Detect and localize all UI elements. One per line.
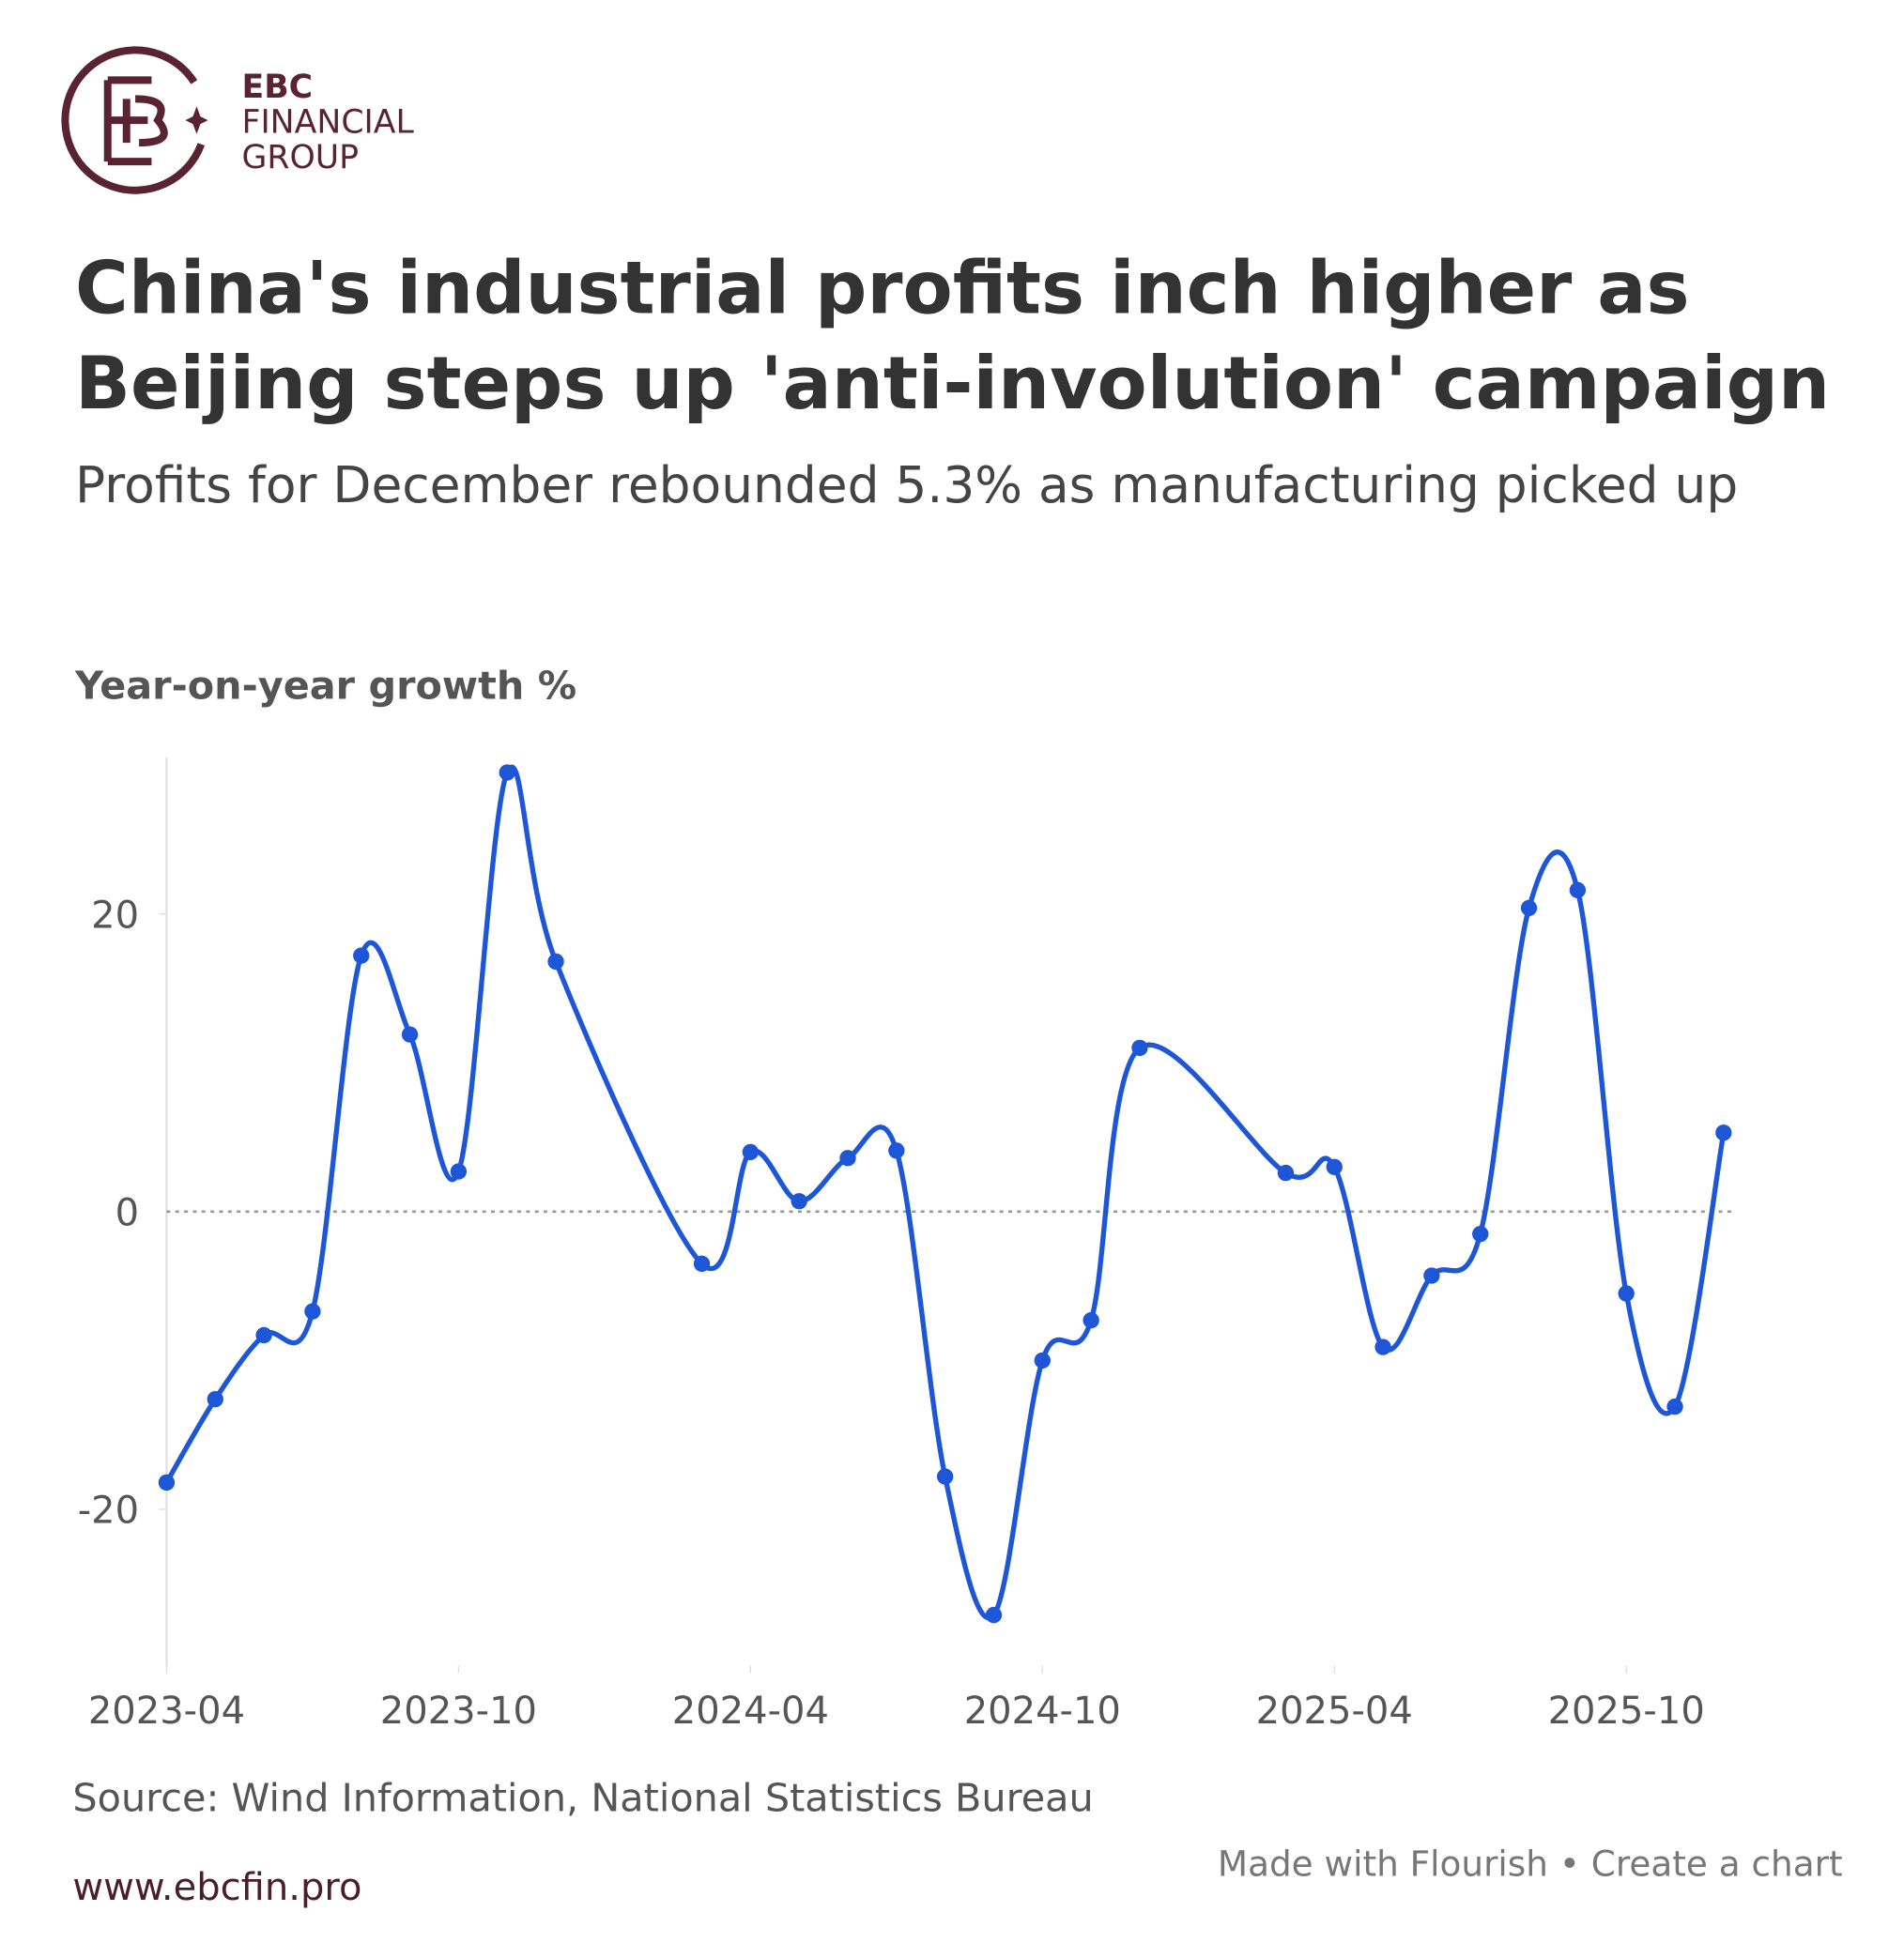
logo-mark bbox=[61, 46, 209, 194]
chart-title: China's industrial profits inch higher a… bbox=[75, 245, 1831, 426]
data-point bbox=[304, 1303, 321, 1320]
data-point bbox=[839, 1150, 856, 1167]
data-point bbox=[936, 1468, 954, 1485]
credit: Made with Flourish • Create a chart bbox=[1217, 1843, 1843, 1885]
data-point bbox=[1520, 899, 1538, 917]
series-line bbox=[164, 764, 1727, 1621]
y-tick-label: -20 bbox=[78, 1490, 139, 1533]
x-tick-label: 2023-04 bbox=[88, 1690, 245, 1733]
data-point bbox=[742, 1143, 760, 1161]
data-point bbox=[791, 1193, 807, 1210]
logo-text: GROUP bbox=[241, 139, 360, 177]
source: Source: Wind Information, National Stati… bbox=[72, 1775, 1094, 1821]
chart-subtitle: Profits for December rebounded 5.3% as m… bbox=[75, 456, 1739, 515]
website: www.ebcfin.pro bbox=[72, 1865, 362, 1910]
data-point bbox=[450, 1163, 468, 1180]
data-point bbox=[1277, 1164, 1295, 1182]
data-point bbox=[1326, 1158, 1343, 1175]
data-point bbox=[1472, 1225, 1489, 1243]
y-tick-label: 0 bbox=[115, 1192, 139, 1235]
data-point bbox=[1034, 1352, 1051, 1369]
data-point bbox=[1569, 881, 1587, 898]
data-point bbox=[693, 1255, 711, 1273]
logo-text: FINANCIAL bbox=[241, 103, 414, 142]
data-point bbox=[255, 1326, 272, 1344]
data-point bbox=[547, 953, 564, 971]
data-point bbox=[985, 1606, 1003, 1624]
plot: -20 0 20 2023-04 2023-10 2024-04 2024-10 2025-0… bbox=[78, 757, 1737, 1733]
x-tick-label: 2025-10 bbox=[1548, 1690, 1705, 1733]
data-point bbox=[888, 1142, 905, 1159]
data-point bbox=[1618, 1285, 1635, 1302]
data-point bbox=[158, 1474, 176, 1491]
data-point bbox=[1083, 1311, 1099, 1329]
data-point bbox=[499, 764, 515, 781]
x-tick-label: 2024-10 bbox=[964, 1690, 1121, 1733]
data-point bbox=[207, 1390, 223, 1408]
data-point bbox=[1666, 1398, 1683, 1415]
data-point bbox=[1374, 1338, 1391, 1355]
x-tick-label: 2025-04 bbox=[1256, 1690, 1413, 1733]
data-point bbox=[1423, 1267, 1440, 1284]
data-point bbox=[401, 1026, 419, 1043]
data-point bbox=[1131, 1039, 1148, 1057]
x-tick-label: 2024-04 bbox=[672, 1690, 829, 1733]
logo-text: EBC bbox=[241, 69, 314, 107]
y-tick-label: 20 bbox=[91, 894, 139, 937]
y-axis-label: Year-on-year growth % bbox=[75, 664, 577, 710]
x-tick-label: 2023-10 bbox=[380, 1690, 537, 1733]
data-point bbox=[1715, 1124, 1732, 1141]
data-point bbox=[353, 947, 370, 964]
